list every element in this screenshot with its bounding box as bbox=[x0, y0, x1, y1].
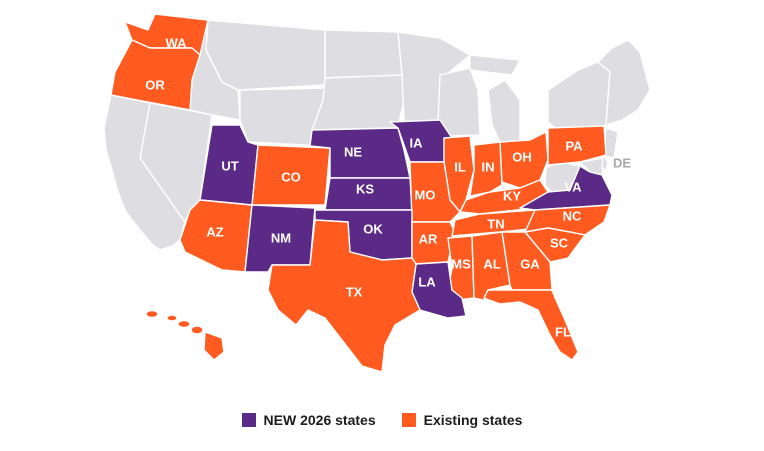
state-shape-de bbox=[601, 154, 609, 171]
state-label-nm: NM bbox=[271, 231, 291, 246]
state-label-tn: TN bbox=[487, 217, 504, 232]
state-label-ar: AR bbox=[419, 232, 438, 247]
state-shape-new-england bbox=[597, 39, 651, 126]
state-label-tx: TX bbox=[346, 285, 363, 300]
state-label-fl: FL bbox=[555, 325, 571, 340]
state-label-oh: OH bbox=[512, 150, 532, 165]
state-label-la: LA bbox=[418, 275, 436, 290]
state-shape-nd bbox=[324, 29, 403, 79]
legend-item-existing: Existing states bbox=[401, 412, 523, 428]
state-shape-wy bbox=[239, 87, 326, 147]
state-label-ne: NE bbox=[344, 145, 362, 160]
state-shape-fl bbox=[483, 289, 579, 361]
state-label-ky: KY bbox=[503, 189, 521, 204]
us-map: WA OR UT CO NE IA KS IL IN OH PA DE MO K… bbox=[103, 13, 651, 373]
other-states bbox=[103, 14, 651, 251]
program-states bbox=[110, 13, 613, 373]
state-label-wa: WA bbox=[166, 36, 188, 51]
state-label-al: AL bbox=[483, 257, 500, 272]
state-label-de: DE bbox=[613, 156, 631, 171]
state-label-mo: MO bbox=[415, 188, 436, 203]
state-shape-pa bbox=[547, 125, 607, 166]
legend-item-new: NEW 2026 states bbox=[241, 412, 376, 428]
state-label-az: AZ bbox=[206, 225, 223, 240]
state-label-va: VA bbox=[564, 180, 582, 195]
state-shape-mt bbox=[205, 19, 326, 91]
state-shape-oh bbox=[499, 131, 549, 189]
state-label-sc: SC bbox=[550, 236, 569, 251]
state-label-ga: GA bbox=[520, 257, 540, 272]
state-shape-hi bbox=[145, 309, 225, 361]
map-legend: NEW 2026 states Existing states bbox=[0, 412, 764, 428]
state-shape-or bbox=[110, 39, 201, 111]
state-label-in: IN bbox=[482, 160, 495, 175]
state-label-il: IL bbox=[454, 160, 466, 175]
state-label-ok: OK bbox=[363, 222, 383, 237]
state-label-nc: NC bbox=[563, 209, 582, 224]
legend-swatch-existing bbox=[401, 413, 416, 427]
state-label-hi: HI bbox=[180, 342, 193, 357]
state-labels: WA OR UT CO NE IA KS IL IN OH PA DE MO K… bbox=[145, 36, 631, 357]
legend-swatch-new bbox=[241, 413, 256, 427]
state-label-ut: UT bbox=[221, 159, 238, 174]
state-label-co: CO bbox=[281, 170, 301, 185]
state-label-pa: PA bbox=[565, 139, 583, 154]
legend-label-new: NEW 2026 states bbox=[263, 412, 376, 428]
state-label-ia: IA bbox=[410, 136, 424, 151]
state-label-ks: KS bbox=[356, 182, 374, 197]
legend-label-existing: Existing states bbox=[423, 412, 523, 428]
state-shape-co bbox=[251, 144, 331, 206]
state-label-or: OR bbox=[145, 78, 165, 93]
state-label-ms: MS bbox=[451, 257, 471, 272]
state-shape-ny bbox=[547, 61, 611, 133]
state-shape-tx bbox=[267, 219, 421, 373]
